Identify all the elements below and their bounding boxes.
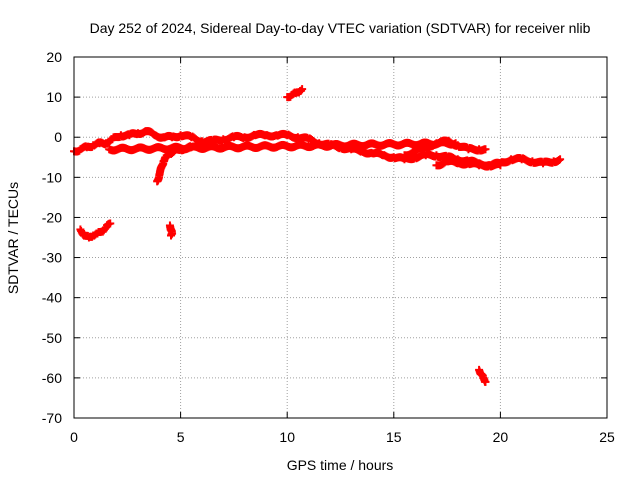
data-point-trail (83, 142, 97, 152)
axis-ticks (73, 56, 608, 419)
data-point-trail (231, 131, 248, 143)
data-point-trail (295, 133, 312, 143)
y-tick-label: 20 (46, 49, 62, 65)
data-point-trail (106, 138, 459, 155)
x-axis-title: GPS time / hours (287, 457, 394, 473)
data-point-trail (433, 157, 450, 170)
data-point-trail (177, 131, 195, 141)
y-tick-label: 10 (46, 89, 62, 105)
data-point-trail (103, 219, 114, 230)
data-point-trail (401, 147, 418, 160)
x-tick-label: 20 (493, 429, 509, 445)
data-point-trail (479, 374, 489, 386)
series-lower-branch (432, 156, 505, 171)
y-tick-label: -20 (42, 209, 62, 225)
x-tick-label: 15 (386, 429, 402, 445)
data-point-trail (284, 130, 301, 143)
data-points (70, 85, 565, 386)
y-tick-label: -60 (42, 370, 62, 386)
x-tick-labels: 0 5 10 15 20 25 (70, 429, 615, 445)
chart-title: Day 252 of 2024, Sidereal Day-to-day VTE… (90, 20, 591, 36)
x-tick-label: 0 (70, 429, 78, 445)
series-cluster-near-1h (76, 219, 115, 242)
y-axis-title: SDTVAR / TECUs (5, 182, 21, 294)
x-tick-label: 10 (279, 429, 295, 445)
y-tick-label: -10 (42, 169, 62, 185)
data-point-trail (199, 135, 216, 147)
data-point-trail (297, 86, 306, 95)
series-cluster-near-19h (475, 365, 490, 386)
y-tick-label: -40 (42, 290, 62, 306)
data-point-trail (476, 145, 489, 155)
x-tick-label: 5 (177, 429, 185, 445)
series-isolated-points (105, 138, 460, 155)
y-tick-label: -70 (42, 410, 62, 426)
y-tick-label: 0 (54, 129, 62, 145)
y-tick-label: -50 (42, 330, 62, 346)
data-point-trail (550, 156, 564, 167)
series-cluster-near-4-5h (165, 221, 177, 240)
x-tick-label: 25 (599, 429, 615, 445)
data-point-trail (220, 132, 237, 145)
y-tick-label: -30 (42, 250, 62, 266)
data-point-trail (380, 151, 397, 162)
grid-lines (74, 57, 607, 418)
series-cluster-near-10-3h (283, 85, 307, 102)
data-point-trail (422, 149, 440, 161)
y-tick-labels: -70 -60 -50 -40 -30 -20 -10 0 10 20 (42, 49, 62, 426)
data-point-trail (167, 230, 176, 239)
data-point-trail (486, 160, 504, 171)
plot-frame (73, 56, 608, 419)
data-point-trail (98, 224, 109, 236)
